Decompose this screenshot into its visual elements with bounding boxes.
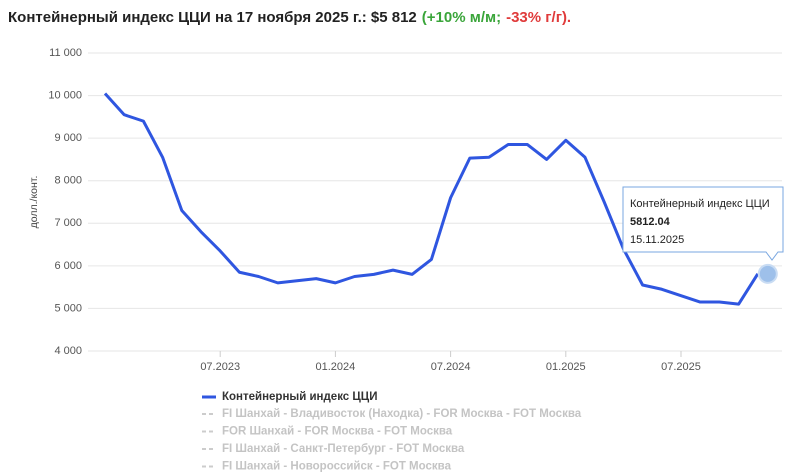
x-tick-label: 01.2025 [546,361,586,373]
y-tick-label: 6 000 [54,260,82,272]
y-tick-label: 11 000 [49,47,82,59]
y-tick-label: 5 000 [54,302,82,314]
tooltip-box [622,186,784,261]
title-part: -33% г/г). [506,9,571,26]
tooltip-series: Контейнерный индекс ЦЦИ [630,198,770,210]
legend-label: FI Шанхай - Владивосток (Находка) - FOR … [222,408,582,420]
y-axis-label: долл./конт. [28,176,40,229]
title-part: Контейнерный индекс ЦЦИ на 17 ноября 202… [8,9,417,26]
legend-label: FOR Шанхай - FOR Москва - FOT Москва [222,426,453,438]
x-tick-label: 07.2023 [200,361,240,373]
y-tick-label: 8 000 [54,175,82,187]
title-part: (+10% м/м; [422,9,501,26]
tooltip-value: 5812.04 [630,216,671,228]
x-tick-label: 01.2024 [316,361,356,373]
x-tick-label: 07.2025 [661,361,701,373]
y-tick-label: 7 000 [54,217,82,229]
hover-marker [757,263,778,284]
y-tick-label: 9 000 [54,132,82,144]
y-tick-label: 10 000 [48,89,82,101]
tooltip-date: 15.11.2025 [630,234,684,246]
x-tick-label: 07.2024 [431,361,471,373]
chart-title: Контейнерный индекс ЦЦИ на 17 ноября 202… [8,9,571,26]
legend-label: Контейнерный индекс ЦЦИ [222,391,377,403]
y-tick-label: 4 000 [54,345,82,357]
legend-label: FI Шанхай - Санкт-Петербург - FOT Москва [222,443,465,455]
legend-label: FI Шанхай - Новороссийск - FOT Москва [222,461,452,473]
line [103,92,760,306]
